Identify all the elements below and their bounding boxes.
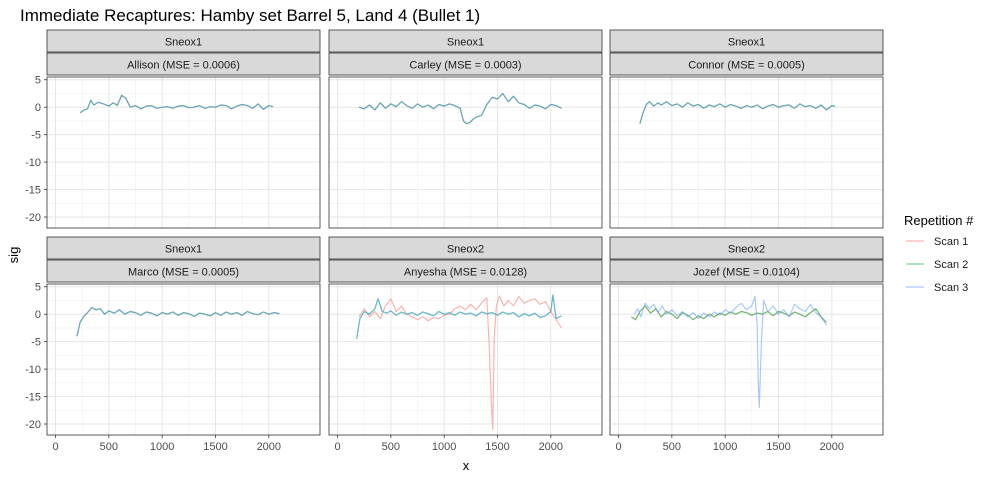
x-tick-label: 0: [52, 441, 58, 453]
x-tick-label: 500: [382, 441, 400, 453]
legend-item: Scan 3: [906, 282, 968, 294]
panel-background: [47, 77, 320, 228]
facet-strip-top-label: Sneox2: [447, 244, 484, 256]
facet-strip-top-label: Sneox1: [447, 37, 484, 49]
facet-panel: Sneox2 Anyesha (MSE = 0.0128) 0 500 1000 1500…: [328, 236, 603, 453]
facet-panel: Sneox1 Carley (MSE = 0.0003): [328, 29, 603, 229]
facet-panel: Sneox1 Connor (MSE = 0.0005): [609, 29, 884, 229]
series-line-scan-3: [639, 101, 836, 124]
series-line-scan-2: [630, 305, 827, 323]
facet-strip-top-label: Sneox2: [728, 244, 765, 256]
facet-strip-top: [46, 29, 321, 53]
facet-strip-top-label: Sneox1: [165, 37, 202, 49]
y-tick-label: -15: [25, 185, 41, 197]
series-line-scan-1: [358, 295, 563, 431]
y-axis-title-group: sig: [6, 247, 21, 264]
facet-strip-bottom-label: Anyesha (MSE = 0.0128): [404, 267, 527, 279]
y-tick-label: -15: [25, 392, 41, 404]
legend-label: Scan 2: [934, 259, 968, 271]
facet-strip-bottom-label: Connor (MSE = 0.0005): [688, 60, 804, 72]
x-tick-label: 1500: [485, 441, 509, 453]
facet-strip-bottom-label: Jozef (MSE = 0.0104): [693, 267, 800, 279]
series-line-scan-3: [79, 94, 274, 114]
facet-strip-top-label: Sneox1: [165, 244, 202, 256]
y-axis-title: sig: [6, 247, 21, 264]
x-axis-title: x: [463, 458, 470, 473]
facet-strip-bottom: [46, 52, 321, 76]
panel-background: [329, 284, 602, 435]
facet-strip-bottom: [609, 52, 884, 76]
facet-strip-bottom: [328, 259, 603, 283]
panel-border: [46, 76, 321, 229]
x-tick-label: 0: [334, 441, 340, 453]
panel-border: [609, 76, 884, 229]
legend-item: Scan 1: [906, 236, 968, 248]
facet-panel: Sneox1 Marco (MSE = 0.0005) 5 0 -5 -10 -15 -20 0…: [25, 236, 321, 453]
facet-strip-top: [328, 29, 603, 53]
x-tick-label: 1000: [432, 441, 456, 453]
panel-border: [328, 76, 603, 229]
chart-title: Immediate Recaptures: Hamby set Barrel 5…: [20, 6, 480, 25]
legend-item: Scan 2: [906, 259, 968, 271]
legend-label: Scan 3: [934, 282, 968, 294]
facet-strip-top: [328, 236, 603, 260]
panel-border: [46, 283, 321, 436]
panel-background: [47, 284, 320, 435]
series-line-scan-3: [358, 92, 562, 125]
facet-strip-bottom: [46, 259, 321, 283]
panel-border: [609, 283, 884, 436]
series-line-scan-3: [76, 307, 280, 337]
x-tick-label: 500: [663, 441, 681, 453]
y-tick-label: -10: [25, 364, 41, 376]
facet-strip-top: [609, 29, 884, 53]
facet-panel: Sneox2 Jozef (MSE = 0.0104) 0 500 1000 1500 20…: [609, 236, 884, 453]
facet-panels: Sneox1 Allison (MSE = 0.0006) 5 0 -5 -10 -15 -2…: [25, 29, 884, 453]
y-tick-label: -10: [25, 157, 41, 169]
facet-strip-bottom-label: Carley (MSE = 0.0003): [409, 60, 521, 72]
legend: Repetition # Scan 1 Scan 2 Scan 3: [904, 213, 974, 294]
facet-strip-bottom: [328, 52, 603, 76]
x-tick-label: 1000: [713, 441, 737, 453]
y-tick-label: -5: [31, 130, 41, 142]
legend-label: Scan 1: [934, 236, 968, 248]
y-tick-label: -20: [25, 212, 41, 224]
facet-panel: Sneox1 Allison (MSE = 0.0006) 5 0 -5 -10 -15 -2…: [25, 29, 321, 229]
legend-title: Repetition #: [904, 213, 974, 228]
panel-background: [329, 77, 602, 228]
legend-items: Scan 1 Scan 2 Scan 3: [906, 236, 968, 294]
x-tick-label: 1500: [766, 441, 790, 453]
series-line-scan-3: [356, 294, 562, 339]
x-tick-label: 500: [100, 441, 118, 453]
y-tick-label: 5: [35, 75, 41, 87]
panel-background: [610, 77, 883, 228]
y-tick-label: 0: [35, 102, 41, 114]
series-line-scan-3: [633, 296, 828, 409]
x-tick-label: 2000: [820, 441, 844, 453]
y-tick-label: -20: [25, 419, 41, 431]
x-tick-label: 0: [615, 441, 621, 453]
y-tick-label: -5: [31, 337, 41, 349]
x-tick-label: 1500: [203, 441, 227, 453]
panel-border: [328, 283, 603, 436]
facet-strip-bottom-label: Marco (MSE = 0.0005): [128, 267, 239, 279]
facet-strip-top-label: Sneox1: [728, 37, 765, 49]
facet-strip-bottom-label: Allison (MSE = 0.0006): [127, 60, 240, 72]
facet-strip-top: [609, 236, 884, 260]
x-tick-label: 1000: [150, 441, 174, 453]
y-tick-label: 0: [35, 309, 41, 321]
x-tick-label: 2000: [539, 441, 563, 453]
x-tick-label: 2000: [257, 441, 281, 453]
facet-strip-bottom: [609, 259, 884, 283]
y-tick-label: 5: [35, 282, 41, 294]
facet-strip-top: [46, 236, 321, 260]
